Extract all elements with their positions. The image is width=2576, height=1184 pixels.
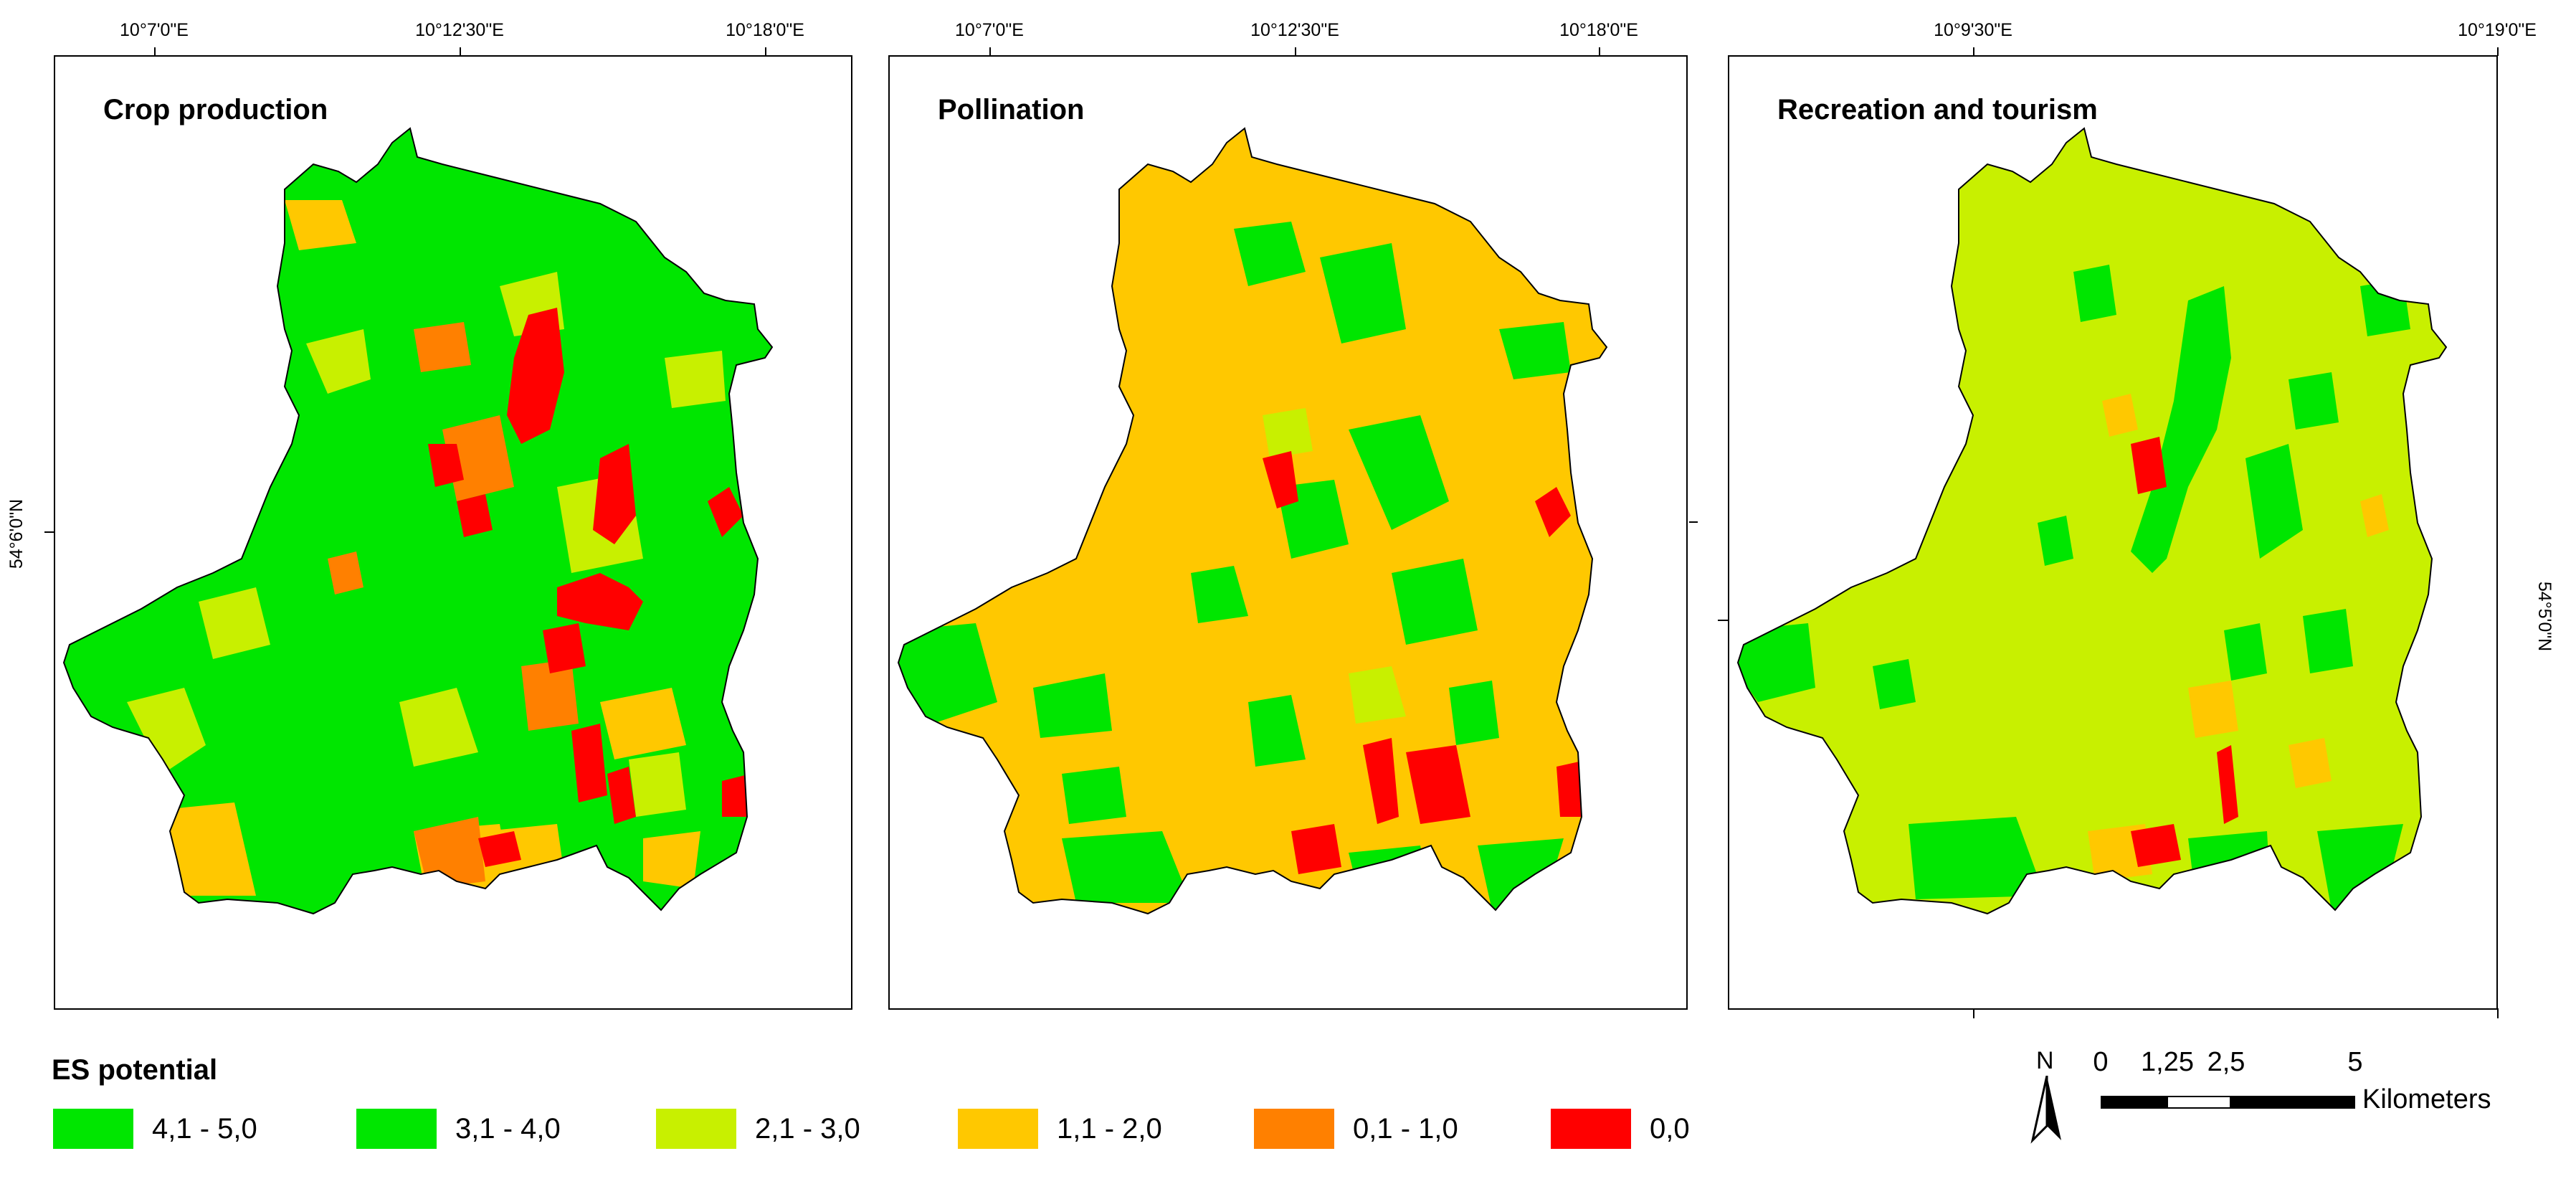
panel-title: Recreation and tourism (1777, 94, 2098, 125)
panel-title: Pollination (938, 94, 1085, 125)
map-pollination (897, 127, 1608, 915)
map-panel-pollination: Pollination (888, 55, 1688, 1010)
legend-title: ES potential (52, 1054, 218, 1086)
graticule-tick (1973, 1008, 1974, 1018)
scale-label: 5 (2347, 1047, 2363, 1077)
legend-item: 0,0 (1551, 1109, 1690, 1149)
graticule-label-top: 10°12'30"E (1250, 20, 1339, 40)
map-panel-recreation-and-tourism: Recreation and tourism (1728, 55, 2498, 1010)
legend-swatch (1551, 1109, 1631, 1149)
legend-swatch (656, 1109, 736, 1149)
legend-swatch (958, 1109, 1038, 1149)
legend-item: 0,1 - 1,0 (1254, 1109, 1458, 1149)
legend-item: 3,1 - 4,0 (356, 1109, 561, 1149)
legend-item: 1,1 - 2,0 (958, 1109, 1162, 1149)
graticule-label-top: 10°19'0"E (2458, 20, 2537, 40)
legend-item: 2,1 - 3,0 (656, 1109, 860, 1149)
scale-label: 2,5 (2207, 1047, 2245, 1077)
graticule-tick (2497, 47, 2499, 56)
legend-swatch (53, 1109, 133, 1149)
north-arrow-icon (2030, 1076, 2061, 1144)
legend-label: 4,1 - 5,0 (152, 1112, 257, 1145)
north-label: N (2036, 1047, 2054, 1074)
graticule-label-right: 54°5'0"N (2534, 581, 2555, 652)
scale-label: 0 (2093, 1047, 2109, 1077)
graticule-tick (154, 47, 156, 56)
graticule-label-top: 10°18'0"E (726, 20, 804, 40)
scale-unit: Kilometers (2362, 1084, 2491, 1114)
map-recreation-and-tourism (1736, 127, 2448, 915)
graticule-tick (989, 47, 991, 56)
legend-label: 1,1 - 2,0 (1057, 1112, 1162, 1145)
graticule-tick (460, 47, 461, 56)
legend-swatch (356, 1109, 437, 1149)
graticule-tick (1689, 521, 1698, 523)
legend-label: 2,1 - 3,0 (755, 1112, 860, 1145)
map-panel-crop-production: Crop production (54, 55, 852, 1010)
scale-bar-track (2101, 1096, 2355, 1109)
graticule-tick (1973, 47, 1974, 56)
legend-swatch (1254, 1109, 1334, 1149)
graticule-label-top: 10°9'30"E (1934, 20, 2012, 40)
legend-label: 3,1 - 4,0 (455, 1112, 561, 1145)
graticule-tick (2497, 1008, 2499, 1018)
graticule-label-top: 10°18'0"E (1559, 20, 1638, 40)
legend-label: 0,1 - 1,0 (1353, 1112, 1458, 1145)
legend-label: 0,0 (1650, 1112, 1690, 1145)
graticule-tick (1718, 620, 1728, 621)
graticule-tick (1599, 47, 1600, 56)
graticule-tick (765, 47, 766, 56)
graticule-label-top: 10°12'30"E (415, 20, 504, 40)
graticule-tick (1295, 47, 1296, 56)
graticule-tick (44, 531, 54, 533)
scale-bar: N 0 1,25 2,5 5 Kilometers (2007, 1047, 2552, 1155)
legend-item: 4,1 - 5,0 (53, 1109, 257, 1149)
scale-label: 1,25 (2141, 1047, 2194, 1077)
graticule-label-left: 54°6'0"N (6, 498, 27, 569)
panel-title: Crop production (103, 94, 328, 125)
graticule-label-top: 10°7'0"E (955, 20, 1024, 40)
map-crop-production (62, 127, 774, 915)
graticule-label-top: 10°7'0"E (120, 20, 189, 40)
